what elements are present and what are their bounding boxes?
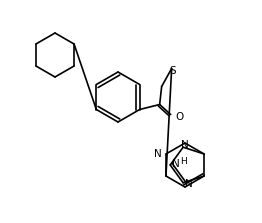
Text: N: N — [181, 140, 189, 150]
Text: S: S — [169, 66, 176, 76]
Text: N: N — [154, 149, 162, 159]
Text: O: O — [176, 112, 184, 122]
Text: N: N — [172, 159, 180, 169]
Text: H: H — [180, 157, 187, 167]
Text: N: N — [185, 179, 193, 189]
